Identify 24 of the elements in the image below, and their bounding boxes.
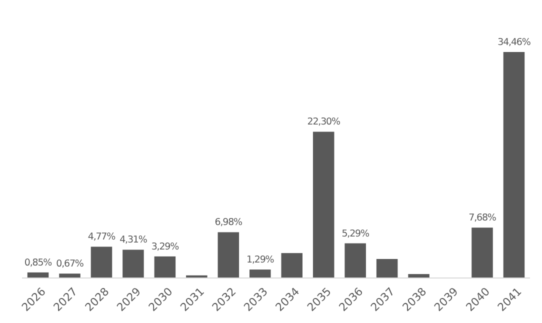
data-label: 0,67%	[56, 258, 84, 270]
data-label: 0,85%	[24, 257, 52, 268]
data-label: 22,30%	[307, 116, 340, 128]
bar	[218, 232, 240, 278]
bar	[122, 250, 144, 278]
bar	[59, 274, 80, 278]
bar	[250, 270, 271, 278]
data-label: 34,46%	[498, 37, 531, 48]
data-label: 6,98%	[214, 217, 243, 228]
bar	[281, 253, 302, 278]
bar	[344, 243, 366, 278]
data-label: 1,29%	[246, 254, 274, 266]
bar	[472, 228, 493, 278]
data-label: 4,31%	[120, 234, 148, 246]
bar	[376, 258, 398, 278]
data-label: 3,29%	[151, 241, 180, 252]
data-label: 4,77%	[88, 232, 116, 243]
bar	[90, 246, 112, 278]
data-label: 7,68%	[468, 212, 496, 224]
bar	[503, 52, 525, 278]
data-label: 5,29%	[342, 228, 370, 240]
bar	[154, 256, 176, 278]
bar	[312, 132, 334, 278]
bar	[408, 274, 430, 278]
